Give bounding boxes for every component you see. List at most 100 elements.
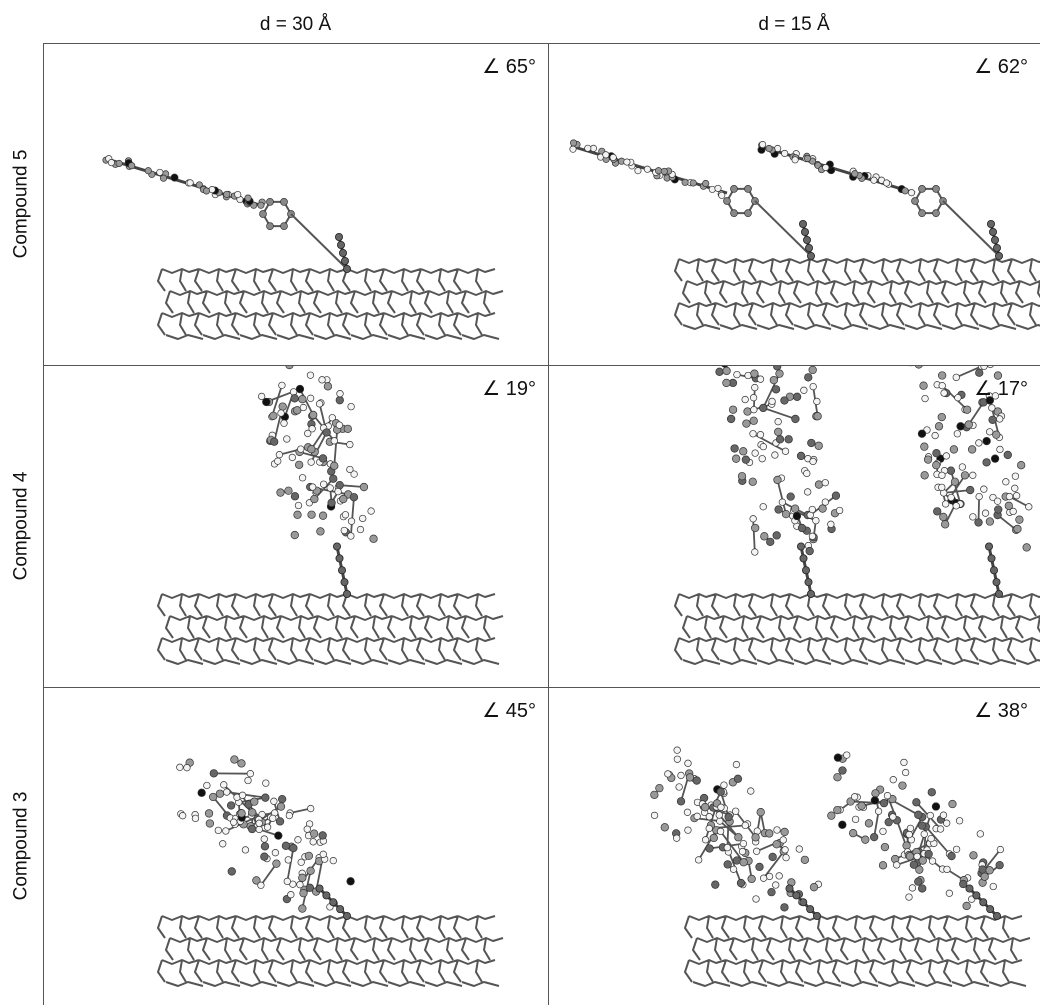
atom bbox=[943, 865, 951, 874]
atom bbox=[796, 451, 806, 461]
atom bbox=[316, 527, 325, 536]
atom bbox=[1022, 543, 1031, 552]
atom bbox=[328, 414, 336, 422]
atom bbox=[907, 189, 916, 197]
atom bbox=[864, 819, 874, 828]
atom bbox=[969, 471, 977, 479]
linker-bond bbox=[754, 200, 812, 257]
lattice-row bbox=[165, 290, 504, 314]
phenyl-ring bbox=[913, 187, 945, 215]
atom bbox=[928, 857, 937, 865]
atom bbox=[335, 481, 344, 490]
atom bbox=[778, 498, 787, 506]
atom bbox=[981, 509, 990, 517]
atom bbox=[684, 826, 692, 834]
atom bbox=[202, 187, 211, 195]
atom bbox=[814, 480, 824, 489]
atom bbox=[775, 435, 785, 444]
atom bbox=[772, 840, 781, 849]
atom bbox=[297, 858, 305, 866]
lattice-row bbox=[157, 959, 496, 983]
atom bbox=[335, 396, 344, 405]
atom bbox=[634, 167, 642, 175]
atom bbox=[705, 844, 714, 853]
atom bbox=[733, 370, 741, 379]
atom bbox=[759, 874, 768, 882]
atom bbox=[715, 367, 724, 376]
atom bbox=[729, 865, 738, 873]
lattice-row bbox=[674, 593, 1040, 617]
atom bbox=[230, 755, 239, 764]
tether-atom bbox=[338, 248, 347, 257]
tether-atom bbox=[972, 891, 981, 900]
panel-compound4-d30: ∠ 19° bbox=[44, 366, 548, 687]
atom bbox=[759, 442, 767, 451]
atom bbox=[283, 877, 291, 886]
atom bbox=[179, 812, 187, 820]
atom bbox=[775, 369, 784, 378]
row-label-text: Compound 4 bbox=[10, 471, 32, 581]
atom bbox=[284, 856, 292, 864]
atom bbox=[602, 151, 610, 159]
atom bbox=[756, 431, 765, 439]
atom bbox=[964, 420, 973, 429]
atom bbox=[263, 823, 272, 831]
atom bbox=[914, 366, 923, 369]
tether-atom bbox=[785, 884, 794, 893]
heteroatom bbox=[833, 753, 843, 762]
atom bbox=[906, 824, 915, 833]
atom bbox=[654, 167, 663, 175]
atom bbox=[307, 458, 315, 466]
atom bbox=[851, 815, 860, 824]
atom bbox=[879, 798, 889, 808]
tilt-angle-label: ∠ 17° bbox=[974, 378, 1028, 400]
atom bbox=[978, 865, 987, 874]
tether-atom bbox=[986, 905, 995, 914]
atom bbox=[947, 851, 956, 861]
atom bbox=[923, 455, 933, 464]
atom bbox=[937, 371, 947, 380]
substrate-lattice bbox=[674, 258, 1040, 330]
atom bbox=[310, 494, 319, 504]
atom bbox=[705, 813, 713, 821]
atom bbox=[655, 783, 664, 793]
heteroatom bbox=[346, 877, 355, 886]
atom bbox=[241, 846, 250, 854]
tether-atom bbox=[796, 542, 805, 551]
atom bbox=[934, 422, 944, 431]
atom bbox=[938, 382, 946, 390]
atom bbox=[988, 415, 997, 424]
carbon-atom bbox=[918, 185, 926, 193]
molecule-bulky bbox=[909, 366, 1033, 552]
atom bbox=[677, 771, 685, 780]
atom bbox=[938, 483, 946, 492]
atom bbox=[871, 789, 880, 798]
grid-line-top bbox=[43, 43, 1040, 44]
atom bbox=[664, 770, 672, 778]
atom bbox=[751, 833, 760, 842]
atom bbox=[756, 375, 765, 383]
atom bbox=[765, 872, 774, 881]
atom bbox=[359, 482, 369, 492]
atom bbox=[209, 769, 218, 778]
atom bbox=[128, 162, 136, 170]
molecule-bulky bbox=[650, 746, 823, 912]
atom bbox=[942, 452, 951, 460]
atom bbox=[976, 830, 984, 838]
atom bbox=[921, 394, 929, 403]
molecule-planar bbox=[569, 139, 812, 257]
atom bbox=[367, 507, 375, 515]
atom bbox=[227, 867, 236, 876]
atom bbox=[1011, 472, 1020, 480]
heteroatom bbox=[990, 454, 1000, 463]
atom bbox=[786, 492, 795, 501]
atom bbox=[748, 477, 757, 486]
phenyl-ring bbox=[261, 200, 293, 228]
molecule-bulky bbox=[176, 755, 355, 913]
atom bbox=[1011, 484, 1019, 492]
anchor-tether bbox=[984, 542, 1003, 598]
bond bbox=[752, 518, 756, 553]
molecular-model bbox=[674, 366, 1040, 665]
bond bbox=[890, 798, 919, 816]
tilt-angle-label: ∠ 62° bbox=[974, 56, 1028, 78]
